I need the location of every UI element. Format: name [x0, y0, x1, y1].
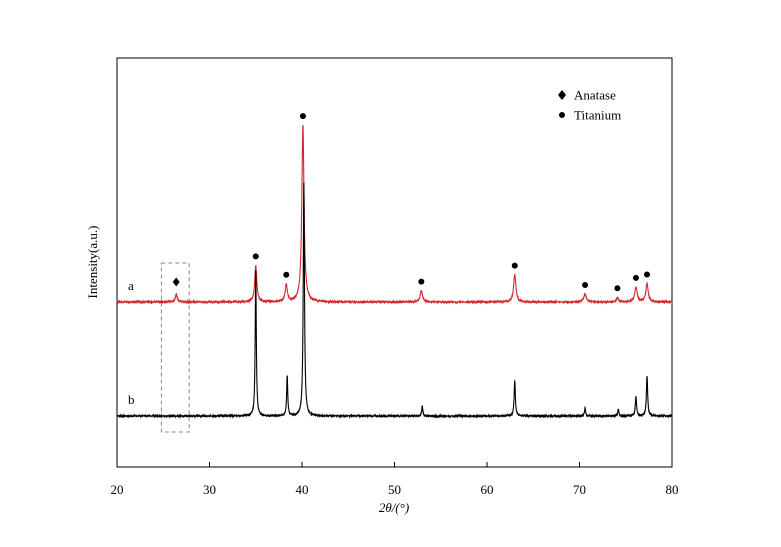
legend: Anatase Titanium	[558, 88, 621, 123]
highlight-box	[160, 262, 190, 433]
series-line-a	[116, 125, 673, 305]
titanium-marker-6	[614, 285, 621, 292]
x-tick-label-80: 80	[666, 482, 679, 497]
legend-diamond-icon	[558, 90, 566, 100]
series-line-b	[116, 182, 673, 419]
anatase-marker-0	[172, 277, 180, 287]
legend-circle-icon	[559, 112, 565, 118]
x-tick-label-70: 70	[573, 482, 586, 497]
x-tick-label-50: 50	[388, 482, 401, 497]
series-label-b: b	[128, 392, 135, 407]
x-tick-label-20: 20	[111, 482, 124, 497]
series-layer: ab	[116, 125, 673, 419]
titanium-marker-4	[511, 262, 518, 269]
highlight-layer	[160, 262, 190, 433]
x-axis: 20 30 40 50 60 70 80	[111, 462, 679, 497]
legend-label-titanium: Titanium	[574, 108, 621, 123]
titanium-marker-8	[644, 271, 651, 278]
titanium-marker-1	[283, 271, 290, 278]
titanium-marker-2	[299, 113, 306, 120]
titanium-marker-7	[632, 274, 639, 281]
titanium-marker-5	[582, 281, 589, 288]
legend-label-anatase: Anatase	[574, 88, 616, 103]
series-label-a: a	[128, 278, 134, 293]
y-axis-title: Intensity(a.u.)	[85, 226, 100, 299]
x-axis-title: 2θ/(°)	[379, 500, 409, 515]
x-tick-label-30: 30	[203, 482, 216, 497]
titanium-marker-0	[252, 253, 259, 260]
x-tick-label-40: 40	[296, 482, 309, 497]
titanium-marker-3	[418, 278, 425, 285]
marker-layer	[172, 113, 651, 292]
x-tick-label-60: 60	[481, 482, 494, 497]
